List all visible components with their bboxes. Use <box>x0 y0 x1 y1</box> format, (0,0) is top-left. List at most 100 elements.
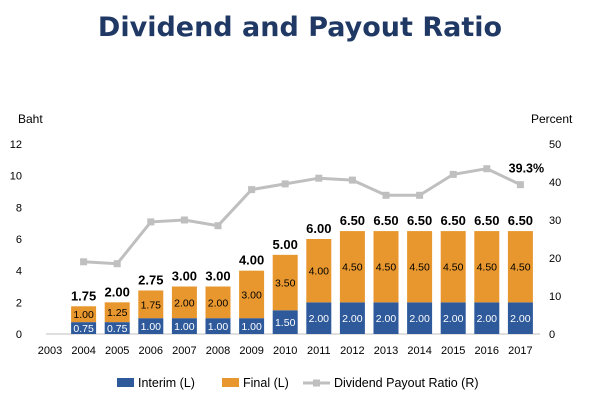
interim-value-label: 1.00 <box>174 321 195 333</box>
x-tick-label: 2015 <box>441 345 465 357</box>
left-axis-unit: Baht <box>18 112 43 126</box>
ratio-polyline <box>83 167 522 266</box>
legend-swatch-interim <box>117 378 134 387</box>
right-tick-label: 10 <box>549 291 561 303</box>
bar-final <box>104 302 130 323</box>
total-value-label: 1.75 <box>71 288 96 303</box>
interim-value-label: 1.00 <box>141 321 162 333</box>
bar-final <box>138 290 164 319</box>
x-tick-label: 2007 <box>172 345 196 357</box>
bar-interim <box>272 310 298 334</box>
bar-interim <box>507 302 533 334</box>
bar-final <box>306 239 332 303</box>
bar-final <box>440 231 466 303</box>
legend: Interim (L) Final (L) Dividend Payout Rati… <box>117 376 479 390</box>
left-tick-label: 6 <box>16 234 22 246</box>
bar-final <box>71 306 97 323</box>
final-value-label: 4.50 <box>376 262 397 274</box>
x-tick-label: 2016 <box>475 345 499 357</box>
ratio-point <box>483 165 491 173</box>
bar-interim <box>71 322 97 334</box>
interim-value-label: 1.00 <box>241 321 262 333</box>
bar-final <box>507 231 533 303</box>
interim-value-label: 0.75 <box>73 323 94 335</box>
ratio-point <box>180 216 188 224</box>
bar-final <box>407 231 433 303</box>
interim-value-label: 0.75 <box>107 323 128 335</box>
x-tick-label: 2012 <box>340 345 364 357</box>
interim-value-label: 2.00 <box>309 313 330 325</box>
ratio-point <box>348 176 356 184</box>
right-axis-unit: Percent <box>531 112 573 126</box>
legend-swatch-final <box>222 378 239 387</box>
final-value-label: 1.25 <box>107 307 128 319</box>
final-value-label: 1.75 <box>141 299 162 311</box>
ratio-point <box>80 258 88 266</box>
right-tick-label: 30 <box>549 215 561 227</box>
total-value-label: 3.00 <box>205 269 230 284</box>
final-value-label: 4.50 <box>510 262 531 274</box>
x-tick-label: 2017 <box>508 345 532 357</box>
bar-interim <box>373 302 399 334</box>
x-axis-ticks: 2003 2004 2005 2006 2007 2008 2009 2010 2011 2012… <box>38 345 533 357</box>
total-value-label: 6.50 <box>340 213 365 228</box>
total-value-label: 6.50 <box>373 213 398 228</box>
bar-final <box>239 270 265 319</box>
ratio-point <box>416 191 424 199</box>
bar-interim <box>138 318 164 334</box>
legend-label-ratio: Dividend Payout Ratio (R) <box>334 376 479 390</box>
right-tick-label: 0 <box>549 329 555 341</box>
x-tick-label: 2008 <box>206 345 230 357</box>
left-tick-label: 12 <box>10 139 22 151</box>
x-tick-label: 2010 <box>273 345 297 357</box>
bar-final <box>339 231 365 303</box>
right-axis-ticks: 0 10 20 30 40 50 <box>549 139 561 341</box>
final-value-label: 4.50 <box>409 262 430 274</box>
legend-label-interim: Interim (L) <box>138 376 195 390</box>
interim-value-label: 1.50 <box>275 317 296 329</box>
legend-swatch-ratio-marker <box>313 379 320 387</box>
bar-interim <box>440 302 466 334</box>
x-tick-label: 2011 <box>307 345 331 357</box>
ratio-annotation: 39.3% <box>509 162 544 176</box>
total-value-label: 2.75 <box>138 272 163 287</box>
total-value-label: 2.00 <box>105 284 130 299</box>
left-tick-label: 8 <box>16 202 22 214</box>
interim-value-label: 2.00 <box>477 313 498 325</box>
total-value-label: 4.00 <box>239 253 264 268</box>
final-value-label: 2.00 <box>208 297 229 309</box>
right-tick-label: 40 <box>549 177 561 189</box>
total-value-label: 6.50 <box>474 213 499 228</box>
bar-interim <box>407 302 433 334</box>
ratio-point <box>281 180 289 188</box>
bar-final <box>171 286 197 319</box>
interim-value-label: 2.00 <box>342 313 363 325</box>
final-value-label: 1.00 <box>73 309 94 321</box>
ratio-point <box>516 181 524 189</box>
final-value-label: 4.50 <box>443 262 464 274</box>
left-tick-label: 2 <box>16 297 22 309</box>
bar-interim <box>474 302 500 334</box>
bar-interim <box>171 318 197 334</box>
left-tick-label: 10 <box>10 171 22 183</box>
ratio-point <box>449 170 457 178</box>
left-tick-label: 4 <box>16 266 22 278</box>
bar-final <box>373 231 399 303</box>
bar-final <box>474 231 500 303</box>
bar-final <box>272 254 298 311</box>
ratio-point <box>113 260 121 268</box>
final-value-label: 2.00 <box>174 297 195 309</box>
interim-value-label: 2.00 <box>409 313 430 325</box>
final-value-label: 4.50 <box>477 262 498 274</box>
left-tick-label: 0 <box>16 329 22 341</box>
final-value-label: 3.50 <box>275 278 296 290</box>
interim-value-label: 2.00 <box>510 313 531 325</box>
bar-interim <box>239 318 265 334</box>
ratio-point <box>382 191 390 199</box>
x-tick-label: 2009 <box>239 345 263 357</box>
ratio-point <box>214 222 222 230</box>
ratio-point <box>315 174 323 182</box>
interim-value-label: 2.00 <box>376 313 397 325</box>
payout-ratio-line: 39.3% <box>80 162 544 268</box>
